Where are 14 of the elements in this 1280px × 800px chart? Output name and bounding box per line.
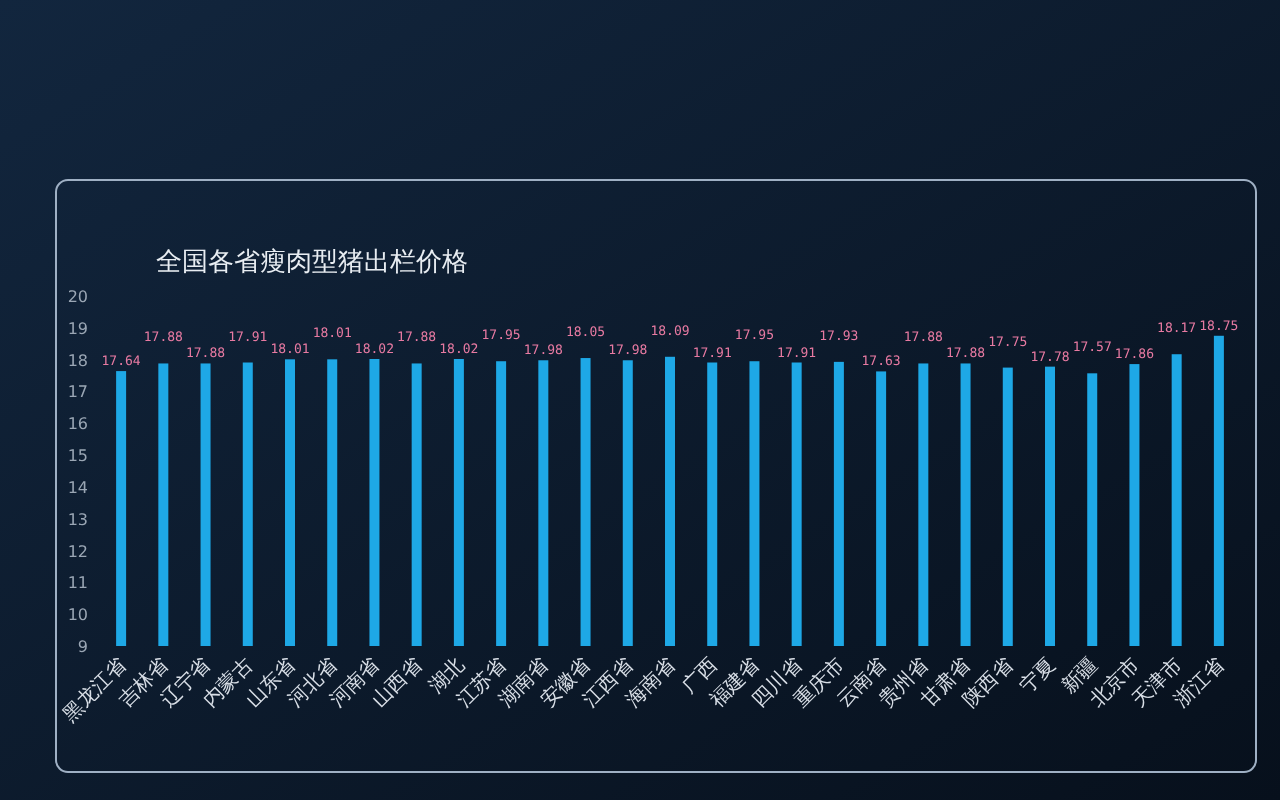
y-tick-label: 15 <box>67 447 88 466</box>
y-tick-label: 18 <box>67 351 88 370</box>
x-tick-label: 宁夏 <box>1014 653 1061 699</box>
y-tick-label: 14 <box>67 478 88 497</box>
y-tick-label: 16 <box>67 415 88 434</box>
y-tick-label: 12 <box>67 542 88 561</box>
y-tick-label: 20 <box>67 288 88 306</box>
y-tick-label: 13 <box>67 510 88 529</box>
y-tick-label: 19 <box>67 319 88 338</box>
y-tick-label: 10 <box>67 606 88 625</box>
y-tick-label: 9 <box>77 638 88 656</box>
y-tick-label: 17 <box>67 383 88 402</box>
chart-title: 全国各省瘦肉型猪出栏价格 <box>156 248 468 278</box>
y-tick-label: 11 <box>67 574 88 593</box>
